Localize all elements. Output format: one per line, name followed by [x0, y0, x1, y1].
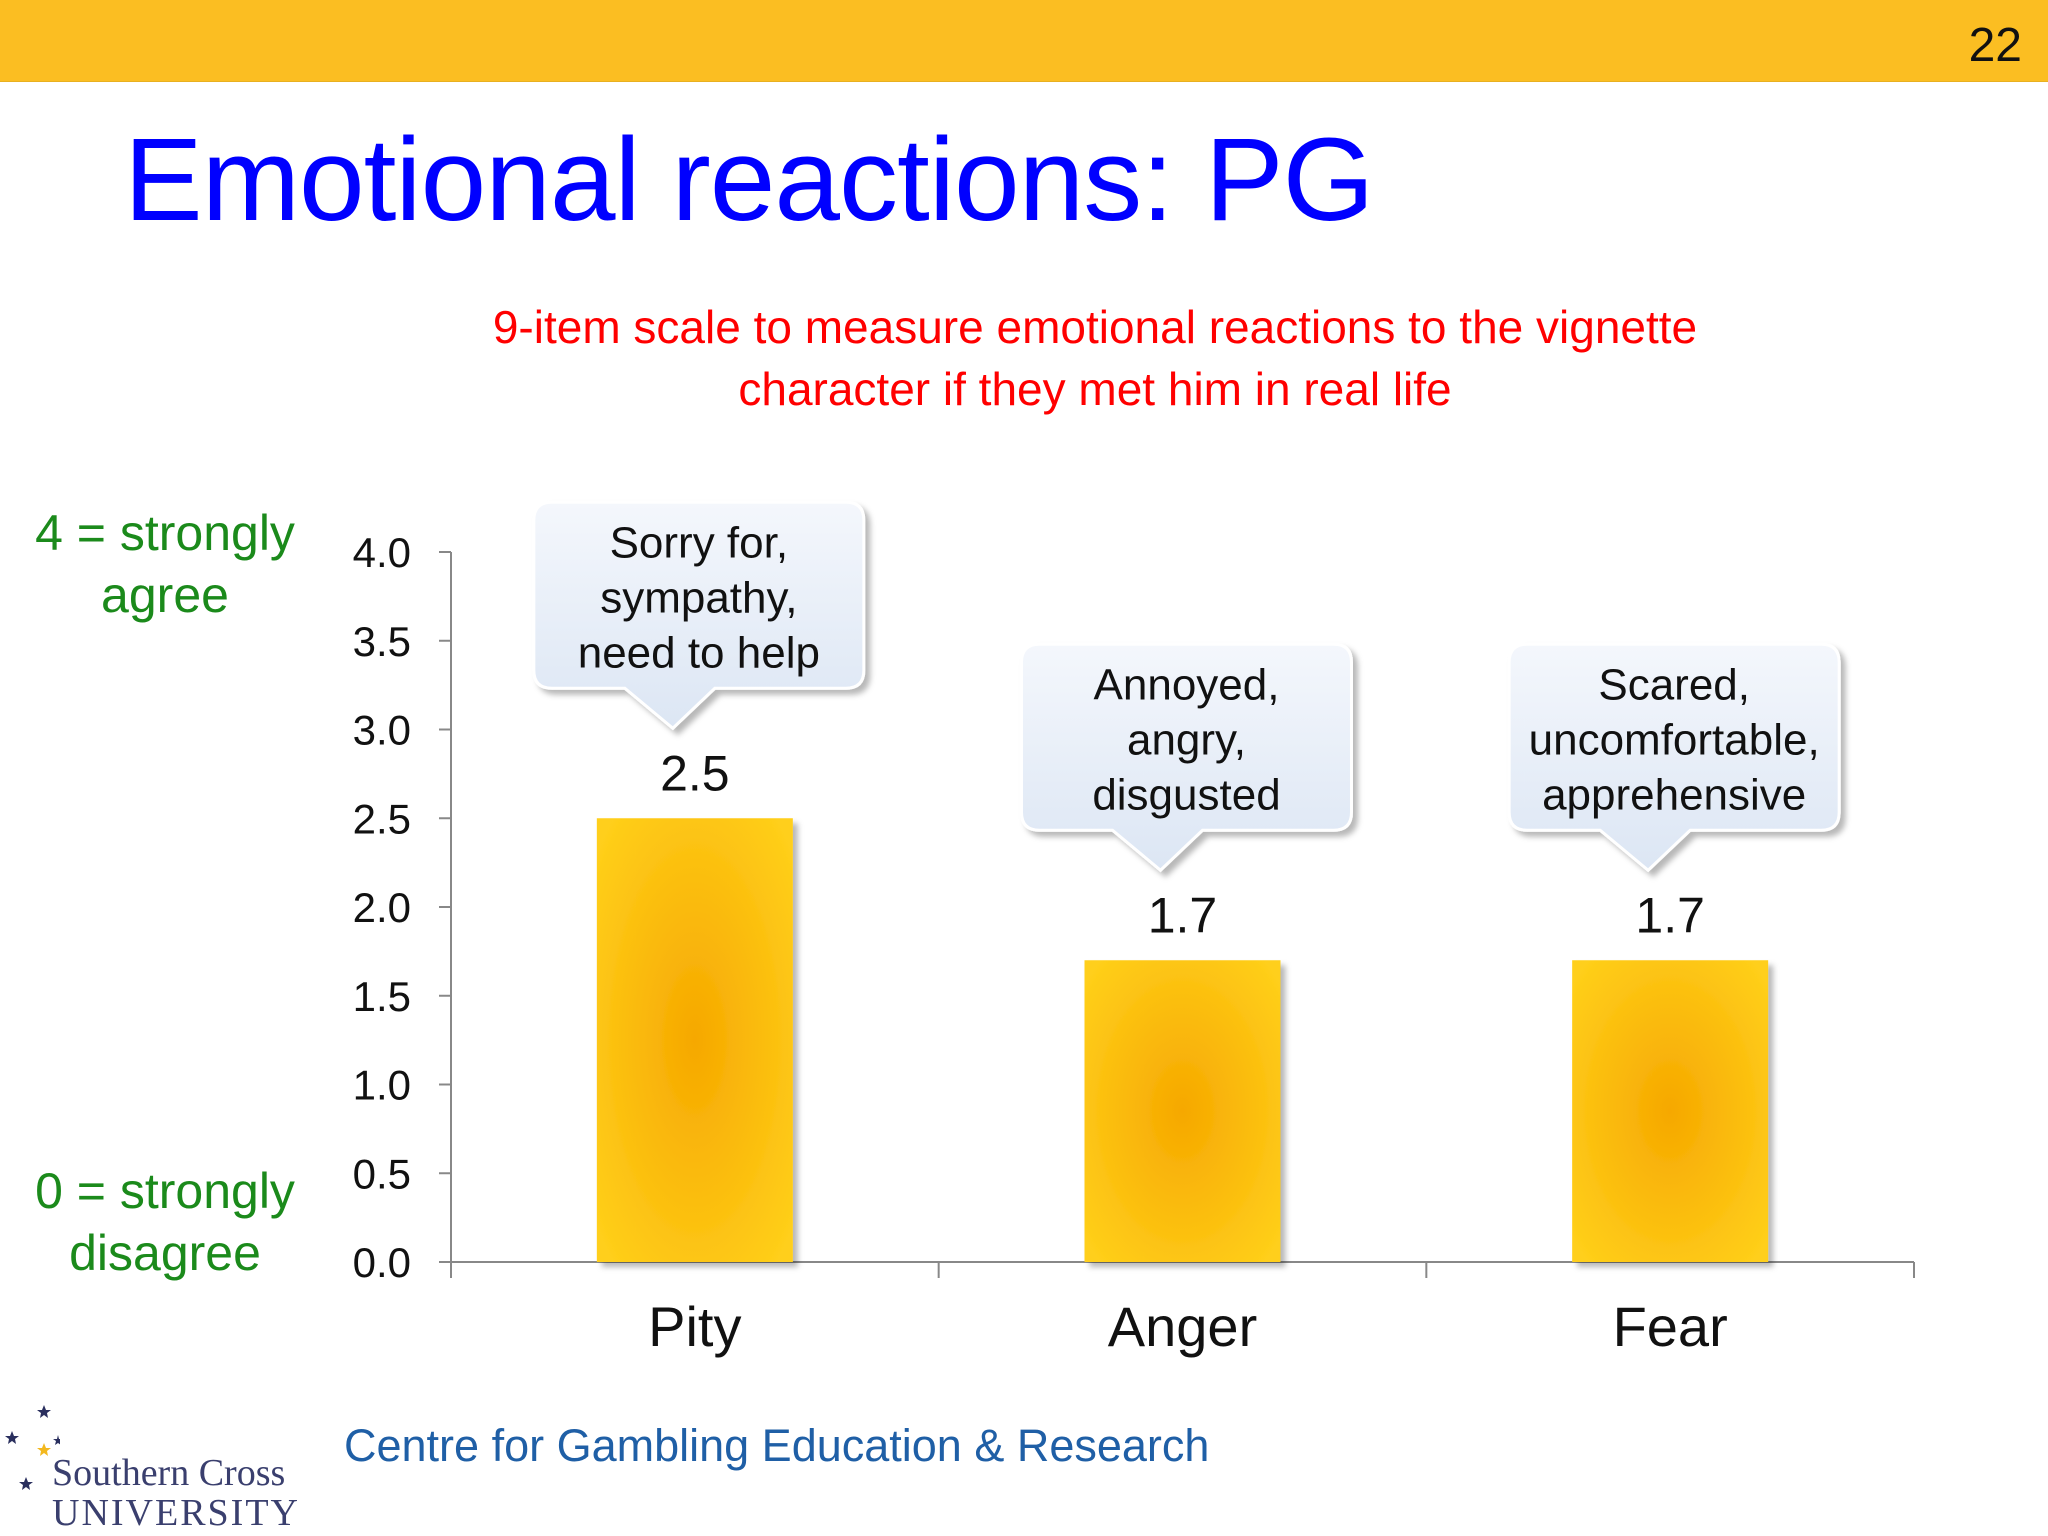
callout-text-line: apprehensive: [1542, 770, 1806, 819]
scale-label-bottom: 0 = strongly disagree: [20, 1160, 310, 1284]
callout-text-line: Annoyed,: [1094, 660, 1280, 709]
scale-label-top: 4 = strongly agree: [20, 502, 310, 626]
y-tick-label: 3.0: [353, 707, 411, 754]
footer-organization: Centre for Gambling Education & Research: [344, 1420, 1210, 1471]
university-logo: Southern Cross UNIVERSITY: [0, 1395, 330, 1535]
bars: 2.5 Pity 1.7 Anger 1.7 Fear: [596, 745, 1769, 1358]
callout-text-line: need to help: [578, 628, 820, 677]
callouts: Sorry for, sympathy, need to help Annoyed, a…: [532, 500, 1841, 873]
subtitle-line-1: 9-item scale to measure emotional reacti…: [492, 301, 1698, 353]
scale-top-line-2: agree: [101, 567, 229, 623]
bar-chart: 0.0 0.5 1.0 1.5 2.0 2.5 3.0 3.5 4.0 2.5 Pity 1.7 An…: [353, 500, 1915, 1358]
callout-pity: Sorry for, sympathy, need to help: [532, 500, 866, 731]
callout-text-line: uncomfortable,: [1529, 715, 1820, 764]
callout-text-line: angry,: [1127, 715, 1246, 764]
callout-anger: Annoyed, angry, disgusted: [1020, 642, 1353, 873]
callout-bubble: [532, 500, 866, 731]
callout-text-line: Sorry for,: [610, 518, 789, 567]
logo-line-2: UNIVERSITY: [52, 1492, 300, 1534]
category-label-fear: Fear: [1613, 1295, 1728, 1358]
callout-fear: Scared, uncomfortable, apprehensive: [1507, 642, 1841, 873]
category-label-pity: Pity: [648, 1295, 741, 1358]
y-tick-label: 4.0: [353, 529, 411, 576]
data-label-pity: 2.5: [660, 745, 730, 801]
category-label-anger: Anger: [1108, 1295, 1257, 1358]
southern-cross-stars-icon: [5, 1405, 60, 1490]
slide-title: Emotional reactions: PG: [124, 114, 1374, 246]
scale-bottom-line-2: disagree: [69, 1225, 261, 1281]
bar-pity: [596, 818, 793, 1262]
callout-text-line: Scared,: [1598, 660, 1750, 709]
slide-subtitle: 9-item scale to measure emotional reacti…: [300, 296, 1890, 420]
callout-text-line: disgusted: [1092, 770, 1280, 819]
y-tick-label: 3.5: [353, 618, 411, 665]
bar-anger: [1084, 960, 1281, 1262]
data-label-anger: 1.7: [1148, 887, 1218, 943]
y-tick-label: 1.5: [353, 973, 411, 1020]
y-tick-label: 1.0: [353, 1062, 411, 1109]
subtitle-line-2: character if they met him in real life: [738, 363, 1452, 415]
y-tick-label: 0.5: [353, 1150, 411, 1197]
data-label-fear: 1.7: [1635, 887, 1705, 943]
callout-bubble: [1507, 642, 1841, 873]
scale-top-line-1: 4 = strongly: [35, 505, 295, 561]
bar-fear: [1572, 960, 1769, 1262]
top-banner: [0, 0, 2048, 82]
slide-number: 22: [1968, 19, 2022, 72]
logo-line-1: Southern Cross: [52, 1452, 286, 1494]
y-tick-label: 2.0: [353, 884, 411, 931]
callout-text-line: sympathy,: [600, 573, 797, 622]
callout-bubble: [1020, 642, 1353, 873]
scale-bottom-line-1: 0 = strongly: [35, 1163, 295, 1219]
y-tick-label: 0.0: [353, 1239, 411, 1286]
y-tick-label: 2.5: [353, 795, 411, 842]
